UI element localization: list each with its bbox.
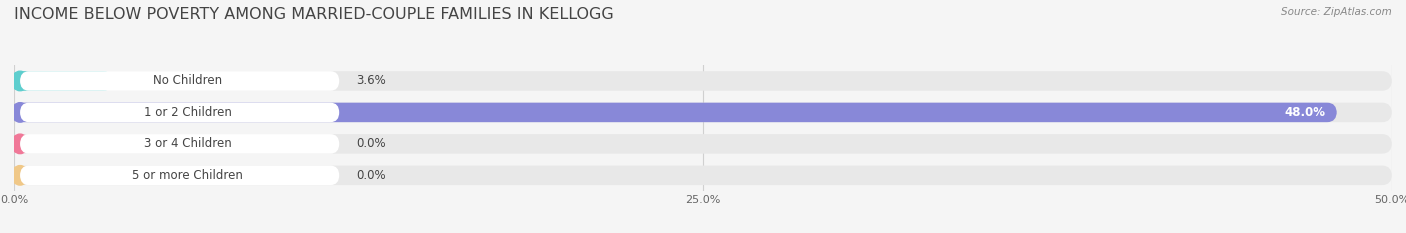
FancyBboxPatch shape xyxy=(14,166,1392,185)
Text: 0.0%: 0.0% xyxy=(356,169,385,182)
Text: INCOME BELOW POVERTY AMONG MARRIED-COUPLE FAMILIES IN KELLOGG: INCOME BELOW POVERTY AMONG MARRIED-COUPL… xyxy=(14,7,614,22)
FancyBboxPatch shape xyxy=(20,71,339,91)
Text: 3 or 4 Children: 3 or 4 Children xyxy=(143,137,232,150)
FancyBboxPatch shape xyxy=(20,103,339,122)
Text: No Children: No Children xyxy=(153,75,222,87)
Text: 3.6%: 3.6% xyxy=(356,75,385,87)
FancyBboxPatch shape xyxy=(14,71,1392,91)
FancyBboxPatch shape xyxy=(14,103,1337,122)
Circle shape xyxy=(11,166,28,185)
Text: 1 or 2 Children: 1 or 2 Children xyxy=(143,106,232,119)
FancyBboxPatch shape xyxy=(14,134,1392,154)
Text: Source: ZipAtlas.com: Source: ZipAtlas.com xyxy=(1281,7,1392,17)
Circle shape xyxy=(11,134,28,154)
Circle shape xyxy=(11,71,28,91)
Text: 48.0%: 48.0% xyxy=(1285,106,1326,119)
FancyBboxPatch shape xyxy=(14,103,1392,122)
Circle shape xyxy=(11,103,28,122)
Text: 5 or more Children: 5 or more Children xyxy=(132,169,243,182)
FancyBboxPatch shape xyxy=(14,71,114,91)
FancyBboxPatch shape xyxy=(20,134,339,154)
FancyBboxPatch shape xyxy=(20,166,339,185)
Text: 0.0%: 0.0% xyxy=(356,137,385,150)
